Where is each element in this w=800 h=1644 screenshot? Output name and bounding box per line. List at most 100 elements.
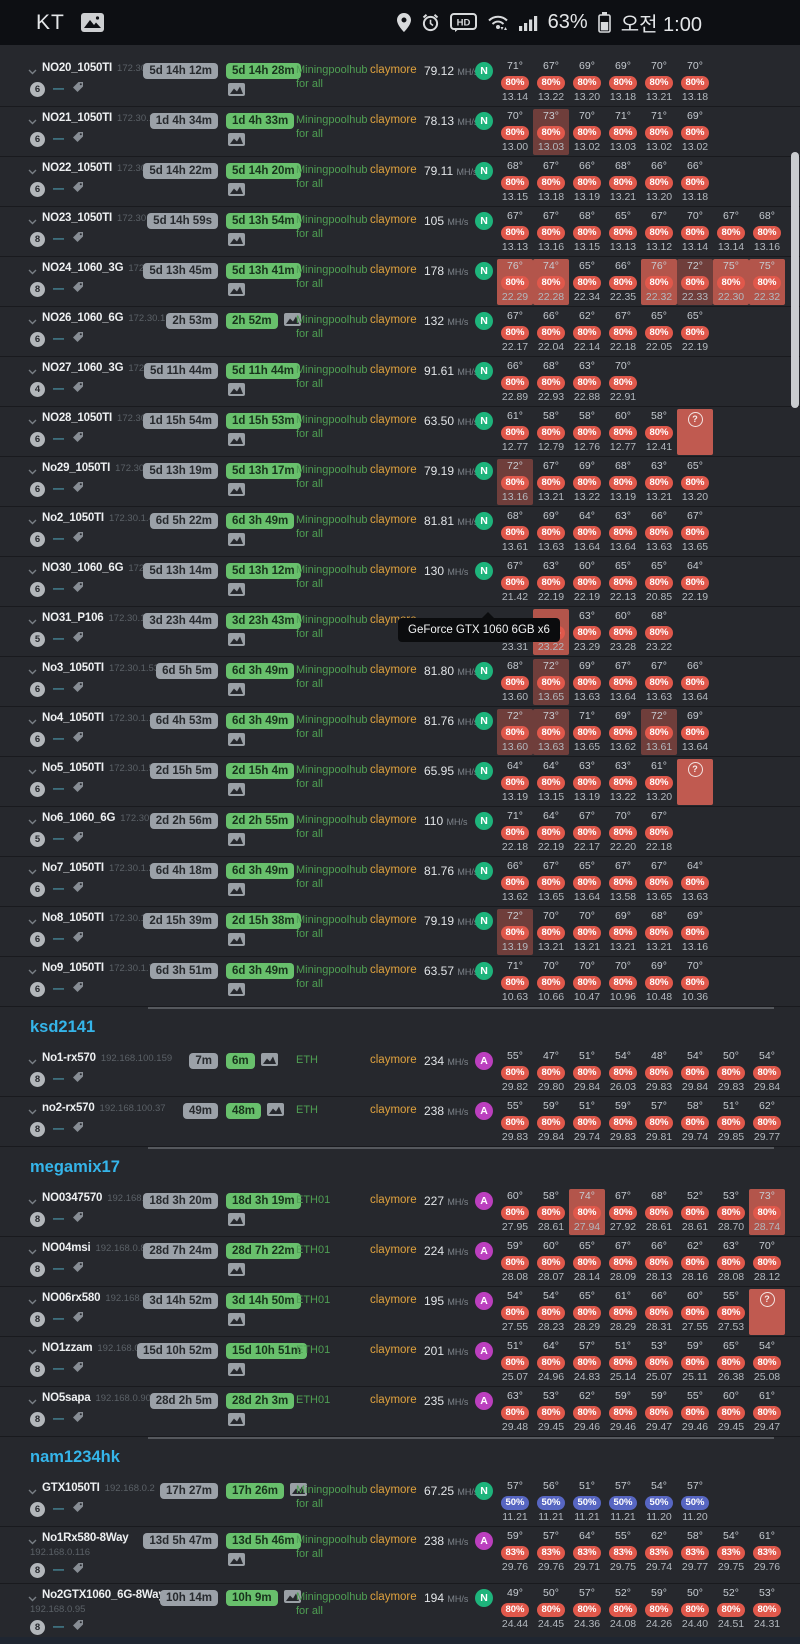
tag-icon[interactable] xyxy=(72,980,84,998)
mining-uptime-badge[interactable]: 15d 10h 51m xyxy=(226,1343,308,1359)
mining-uptime-badge[interactable]: 2d 15h 38m xyxy=(226,913,301,929)
gpu-count-badge[interactable]: 6 xyxy=(30,531,45,547)
chart-icon[interactable] xyxy=(228,1553,245,1570)
tag-icon[interactable] xyxy=(72,1360,84,1378)
chevron-down-icon[interactable] xyxy=(28,62,37,80)
chevron-down-icon[interactable] xyxy=(28,712,37,730)
mining-uptime-badge[interactable]: 28d 2h 3m xyxy=(226,1393,295,1409)
tag-icon[interactable] xyxy=(72,930,84,948)
miner-name[interactable]: claymore xyxy=(370,864,417,876)
tag-icon[interactable] xyxy=(72,130,84,148)
uptime-badge[interactable]: 17h 27m xyxy=(159,1483,218,1499)
gpu-count-badge[interactable]: 6 xyxy=(30,731,45,747)
chevron-down-icon[interactable] xyxy=(28,1532,37,1550)
tag-icon[interactable] xyxy=(72,580,84,598)
mining-uptime-badge[interactable]: 6m xyxy=(226,1053,255,1069)
pool-name[interactable]: Miningpoolhub for all xyxy=(296,564,368,590)
mining-uptime-badge[interactable]: 2h 52m xyxy=(226,313,278,329)
chart-icon[interactable] xyxy=(228,183,245,200)
uptime-badge[interactable]: 49m xyxy=(182,1103,218,1119)
miner-name[interactable]: claymore xyxy=(370,314,417,326)
uptime-badge[interactable]: 2d 2h 56m xyxy=(149,813,218,829)
chevron-down-icon[interactable] xyxy=(28,1292,37,1310)
pool-name[interactable]: Miningpoolhub for all xyxy=(296,464,368,490)
uptime-badge[interactable]: 3d 23h 44m xyxy=(143,613,218,629)
uptime-badge[interactable]: 28d 7h 24m xyxy=(143,1243,218,1259)
miner-name[interactable]: claymore xyxy=(370,1344,417,1356)
gpu-count-badge[interactable]: 6 xyxy=(30,881,45,897)
uptime-badge[interactable]: 6d 4h 53m xyxy=(149,713,218,729)
worker-row[interactable]: NO21_1050TI 172.30.1.24 6—1d 4h 34m 1d 4h 3… xyxy=(0,107,800,157)
mining-uptime-badge[interactable]: 5d 14h 20m xyxy=(226,163,301,179)
miner-name[interactable]: claymore xyxy=(370,1194,417,1206)
worker-row[interactable]: NO20_1050TI 172.30.1.27 6—5d 14h 12m 5d 14h… xyxy=(0,57,800,107)
gpu-count-badge[interactable]: 6 xyxy=(30,931,45,947)
gpu-count-badge[interactable]: 8 xyxy=(30,1311,45,1327)
chart-icon[interactable] xyxy=(228,1363,245,1380)
tag-icon[interactable] xyxy=(72,430,84,448)
chart-icon[interactable] xyxy=(228,1213,245,1230)
chart-icon[interactable] xyxy=(283,1590,301,1608)
mining-uptime-badge[interactable]: 10h 9m xyxy=(226,1590,278,1606)
mining-uptime-badge[interactable]: 5d 14h 28m xyxy=(226,63,301,79)
uptime-badge[interactable]: 13d 5h 47m xyxy=(143,1533,218,1549)
chart-icon[interactable] xyxy=(228,433,245,450)
tag-icon[interactable] xyxy=(72,1618,84,1636)
chart-icon[interactable] xyxy=(228,133,245,150)
mining-uptime-badge[interactable]: 5d 13h 17m xyxy=(226,463,301,479)
mining-uptime-badge[interactable]: 18d 3h 19m xyxy=(226,1193,301,1209)
pool-name[interactable]: Miningpoolhub for all xyxy=(296,714,368,740)
chevron-down-icon[interactable] xyxy=(28,362,37,380)
miner-name[interactable]: claymore xyxy=(370,764,417,776)
tag-icon[interactable] xyxy=(72,180,84,198)
mining-uptime-badge[interactable]: 13d 5h 46m xyxy=(226,1533,301,1549)
uptime-badge[interactable]: 5d 11h 44m xyxy=(143,363,218,379)
pool-name[interactable]: Miningpoolhub for all xyxy=(296,764,368,790)
gpu-count-badge[interactable]: 8 xyxy=(30,1562,45,1578)
tag-icon[interactable] xyxy=(72,880,84,898)
uptime-badge[interactable]: 1d 15h 54m xyxy=(143,413,218,429)
mining-uptime-badge[interactable]: 2d 2h 55m xyxy=(226,813,295,829)
miner-name[interactable]: claymore xyxy=(370,214,417,226)
section-title[interactable]: megamix17 xyxy=(30,1158,120,1176)
pool-name[interactable]: ETH01 xyxy=(296,1244,331,1256)
gpu-count-badge[interactable]: 5 xyxy=(30,631,45,647)
mining-uptime-badge[interactable]: 48m xyxy=(226,1103,262,1119)
pool-name[interactable]: Miningpoolhub for all xyxy=(296,164,368,190)
mining-uptime-badge[interactable]: 6d 3h 49m xyxy=(226,963,295,979)
chevron-down-icon[interactable] xyxy=(28,312,37,330)
mining-uptime-badge[interactable]: 28d 7h 22m xyxy=(226,1243,301,1259)
worker-row[interactable]: No4_1050TI 172.30.1.1 6—6d 4h 53m 6d 3h 49m… xyxy=(0,707,800,757)
worker-row[interactable]: NO26_1060_6G 172.30.1.43 6—2h 53m 2h 52m Min… xyxy=(0,307,800,357)
worker-row[interactable]: No9_1050TI 172.30.1.7 6—6d 3h 51m 6d 3h 49m… xyxy=(0,957,800,1007)
uptime-badge[interactable]: 6d 5h 5m xyxy=(156,663,218,679)
chart-icon[interactable] xyxy=(228,1313,245,1330)
chevron-down-icon[interactable] xyxy=(28,1342,37,1360)
gpu-count-badge[interactable]: 8 xyxy=(30,1211,45,1227)
pool-name[interactable]: Miningpoolhub for all xyxy=(296,614,368,640)
gpu-count-badge[interactable]: 6 xyxy=(30,1501,45,1517)
gpu-count-badge[interactable]: 6 xyxy=(30,481,45,497)
chart-icon[interactable] xyxy=(228,633,245,650)
tag-icon[interactable] xyxy=(72,630,84,648)
chart-icon[interactable] xyxy=(228,283,245,300)
worker-row[interactable]: NO5sapa 192.168.0.90 8—28d 2h 5m 28d 2h 3m E… xyxy=(0,1387,800,1437)
mining-uptime-badge[interactable]: 17h 26m xyxy=(226,1483,285,1499)
tag-icon[interactable] xyxy=(72,680,84,698)
mining-uptime-badge[interactable]: 3d 23h 43m xyxy=(226,613,301,629)
chevron-down-icon[interactable] xyxy=(28,562,37,580)
gpu-count-badge[interactable]: 6 xyxy=(30,681,45,697)
gpu-count-badge[interactable]: 8 xyxy=(30,1361,45,1377)
worker-row[interactable]: No5_1050TI 172.30.1.54 6—2d 15h 5m 2d 15h 4… xyxy=(0,757,800,807)
tag-icon[interactable] xyxy=(72,830,84,848)
chevron-down-icon[interactable] xyxy=(28,912,37,930)
mining-uptime-badge[interactable]: 5d 13h 54m xyxy=(226,213,301,229)
gpu-count-badge[interactable]: 6 xyxy=(30,981,45,997)
mining-uptime-badge[interactable]: 1d 4h 33m xyxy=(226,113,295,129)
chart-icon[interactable] xyxy=(228,533,245,550)
chart-icon[interactable] xyxy=(228,233,245,250)
miner-name[interactable]: claymore xyxy=(370,114,417,126)
pool-name[interactable]: Miningpoolhub for all xyxy=(296,964,368,990)
